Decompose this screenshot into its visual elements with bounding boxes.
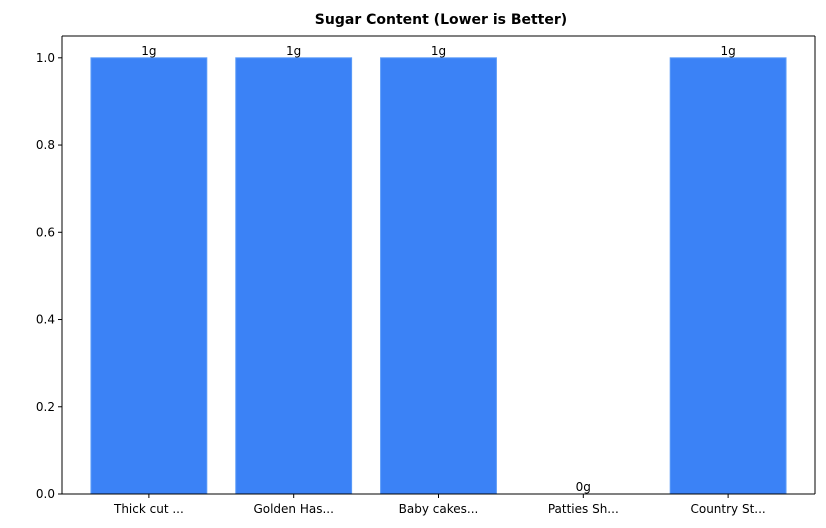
bar-value-label: 1g — [141, 44, 156, 58]
y-tick-label: 1.0 — [36, 51, 55, 65]
y-tick-label: 0.2 — [36, 400, 55, 414]
x-tick-label: Patties Sh... — [548, 502, 619, 516]
y-tick-label: 0.0 — [36, 487, 55, 501]
bar — [380, 57, 497, 495]
x-tick-label: Golden Has... — [253, 502, 333, 516]
x-tick-label: Country St... — [690, 502, 765, 516]
bar-value-label: 1g — [286, 44, 301, 58]
x-tick-label: Baby cakes... — [399, 502, 479, 516]
chart-title: Sugar Content (Lower is Better) — [315, 12, 567, 28]
bar — [90, 57, 208, 495]
bar — [669, 57, 787, 495]
y-tick-label: 0.8 — [36, 138, 55, 152]
bar — [235, 57, 353, 495]
x-tick-label: Thick cut ... — [113, 502, 184, 516]
y-tick-label: 0.6 — [36, 225, 55, 239]
data-labels-layer: 1g 1g 1g 0g 1g — [141, 44, 735, 494]
bar-value-label: 1g — [431, 44, 446, 58]
bars-layer — [90, 57, 787, 495]
axes-layer: 0.0 0.2 0.4 0.6 0.8 1.0 Thick cut ... Golden Ha… — [36, 35, 816, 516]
bar-value-label: 1g — [720, 44, 735, 58]
y-tick-label: 0.4 — [36, 313, 55, 327]
bar-value-label: 0g — [576, 480, 591, 494]
